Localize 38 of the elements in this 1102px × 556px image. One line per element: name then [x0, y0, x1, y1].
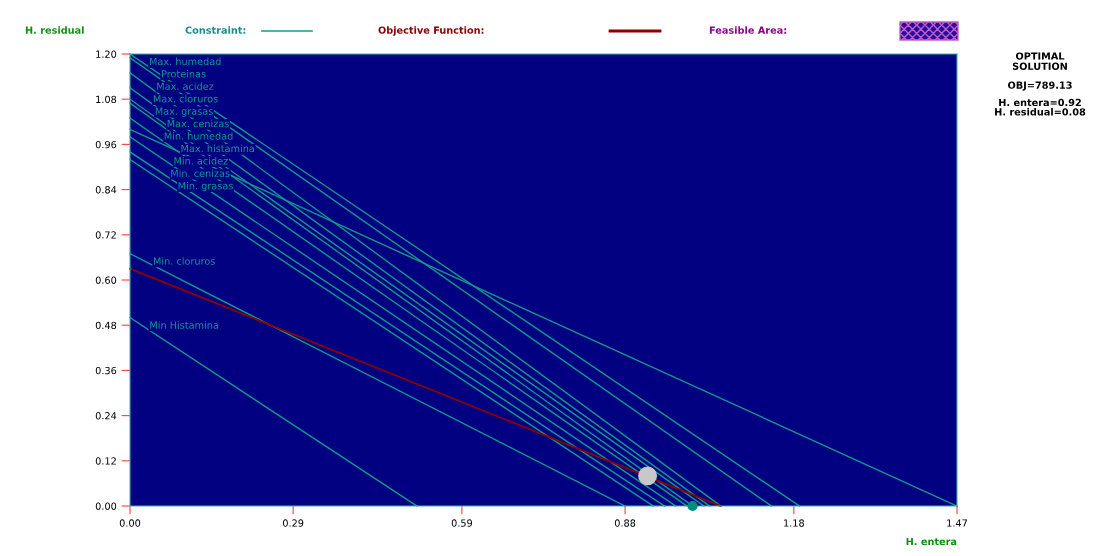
x-tick-label: 0.00 [119, 519, 141, 527]
y-tick-label: 0.36 [95, 366, 117, 375]
y-tick-label: 0.48 [95, 321, 117, 330]
series-label: Min. cloruros [153, 257, 215, 265]
y-tick-label: 0.96 [95, 140, 117, 149]
text: Constraint: [185, 26, 246, 34]
y-tick-label: 1.20 [96, 50, 117, 58]
series-label: Max. humedad [149, 57, 221, 66]
y-tick-label: 0.12 [95, 457, 116, 465]
y-tick-label: 1.08 [96, 95, 117, 104]
x-tick-label: 0.29 [282, 519, 304, 527]
y-tick-label: 0.84 [95, 186, 117, 194]
y-tick-label: 0.72 [95, 231, 116, 239]
series-label: Max. cloruros [153, 94, 218, 103]
series-label: Max. histamina [181, 144, 254, 153]
text: H. entera=0.92 H. residual=0.08 [995, 98, 1086, 116]
text: Feasible Area: [709, 26, 787, 34]
y-tick-label: 0.24 [95, 412, 117, 420]
series-label: Min. acidez [174, 157, 228, 165]
text: OBJ=789.13 [1008, 81, 1072, 91]
text: OPTIMAL SOLUTION [1012, 52, 1067, 70]
x-axis-title: H. entera [906, 537, 957, 546]
y-tick-label: 0.60 [95, 276, 117, 284]
x-tick-label: 0.88 [614, 519, 636, 527]
series-label: Min. cenizas [171, 169, 230, 177]
y-tick-label: 0.00 [95, 502, 117, 510]
x-tick-label: 0.59 [451, 519, 473, 527]
series-label: Min. humedad [164, 132, 233, 140]
y-axis-title: H. residual [25, 26, 84, 34]
series-label: Min Histamina [150, 321, 218, 329]
series-label: Max. cenizas [167, 119, 229, 128]
series-label: Max. acidez [157, 82, 214, 90]
x-tick-label: 1.18 [784, 519, 805, 527]
text: Objective Function: [378, 26, 484, 36]
series-label: Max. grasas [155, 107, 213, 117]
series-label: Proteinas [161, 70, 206, 78]
series-label: Min. grasas [178, 181, 233, 192]
x-tick-label: 1.47 [947, 519, 967, 527]
